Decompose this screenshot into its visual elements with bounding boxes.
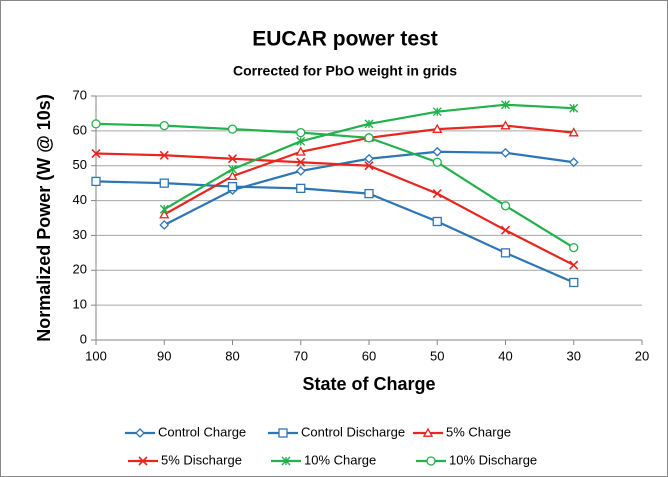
legend-marker bbox=[422, 427, 434, 437]
series-line bbox=[95, 152, 575, 267]
data-point bbox=[227, 170, 238, 181]
data-point bbox=[228, 164, 237, 174]
data-point bbox=[364, 161, 374, 171]
data-point bbox=[501, 100, 510, 110]
y-tick-label: 20 bbox=[73, 262, 87, 277]
data-point bbox=[364, 153, 374, 164]
x-tick-label: 80 bbox=[225, 348, 239, 363]
x-tick-label: 60 bbox=[362, 348, 376, 363]
data-point bbox=[296, 127, 306, 138]
data-point bbox=[159, 120, 169, 131]
data-point bbox=[227, 124, 238, 134]
x-tick-label: 90 bbox=[157, 348, 171, 363]
data-point bbox=[296, 183, 306, 194]
data-point bbox=[91, 176, 101, 187]
data-point bbox=[91, 148, 101, 159]
data-point bbox=[159, 209, 170, 219]
x-tick-label: 70 bbox=[294, 348, 308, 363]
legend-label: 5% Charge bbox=[446, 424, 511, 439]
legend-label: Control Discharge bbox=[301, 424, 405, 439]
x-tick-label: 50 bbox=[430, 348, 444, 363]
data-point bbox=[364, 188, 374, 199]
y-tick-label: 40 bbox=[73, 192, 87, 207]
legend-marker bbox=[135, 428, 145, 438]
y-tick-label: 50 bbox=[73, 157, 87, 172]
chart-subtitle: Corrected for PbO weight in grids bbox=[233, 63, 457, 79]
data-point bbox=[569, 260, 579, 270]
x-tick-label: 40 bbox=[498, 348, 512, 363]
legend-label: 10% Charge bbox=[304, 452, 376, 467]
legend-label: 5% Discharge bbox=[161, 452, 242, 467]
data-point bbox=[569, 103, 579, 113]
x-tick-label: 30 bbox=[567, 348, 581, 363]
data-point bbox=[296, 136, 306, 146]
x-tick-label: 20 bbox=[635, 348, 649, 363]
data-point bbox=[159, 150, 169, 160]
data-point bbox=[227, 181, 238, 192]
legend-label: 10% Discharge bbox=[449, 452, 537, 467]
data-point bbox=[500, 225, 511, 235]
data-point bbox=[364, 133, 374, 143]
legend-label: Control Charge bbox=[158, 424, 246, 439]
data-point bbox=[500, 147, 511, 158]
data-point bbox=[432, 189, 442, 199]
chart-title: EUCAR power test bbox=[252, 28, 438, 51]
data-point bbox=[432, 216, 442, 227]
legend-marker bbox=[278, 428, 288, 438]
series-line bbox=[95, 180, 575, 284]
data-point bbox=[295, 146, 306, 156]
data-point bbox=[432, 157, 442, 167]
data-point bbox=[295, 166, 306, 176]
data-point bbox=[227, 154, 238, 164]
data-point bbox=[432, 146, 443, 157]
data-point bbox=[432, 107, 442, 117]
x-axis-label: State of Charge bbox=[302, 374, 435, 394]
legend-marker bbox=[281, 456, 291, 466]
y-axis-label: Normalized Power (W @ 10s) bbox=[34, 94, 54, 342]
data-point bbox=[159, 204, 169, 214]
y-tick-label: 60 bbox=[73, 122, 87, 137]
data-point bbox=[500, 248, 511, 258]
series-line bbox=[95, 122, 575, 249]
data-point bbox=[569, 277, 579, 288]
y-tick-label: 70 bbox=[73, 87, 87, 102]
data-point bbox=[569, 242, 579, 253]
y-tick-label: 30 bbox=[73, 227, 87, 242]
data-point bbox=[364, 119, 374, 129]
data-point bbox=[296, 157, 306, 167]
y-tick-label: 10 bbox=[73, 297, 87, 312]
data-point bbox=[500, 120, 511, 130]
y-tick-label: 0 bbox=[80, 331, 87, 346]
data-point bbox=[432, 123, 443, 133]
legend-marker bbox=[138, 456, 148, 466]
legend-marker bbox=[426, 456, 436, 466]
data-point bbox=[568, 127, 579, 137]
data-point bbox=[159, 178, 169, 188]
data-point bbox=[500, 201, 511, 211]
x-tick-label: 100 bbox=[85, 348, 107, 363]
data-point bbox=[159, 220, 170, 230]
data-point bbox=[91, 119, 101, 129]
data-point bbox=[568, 157, 579, 168]
